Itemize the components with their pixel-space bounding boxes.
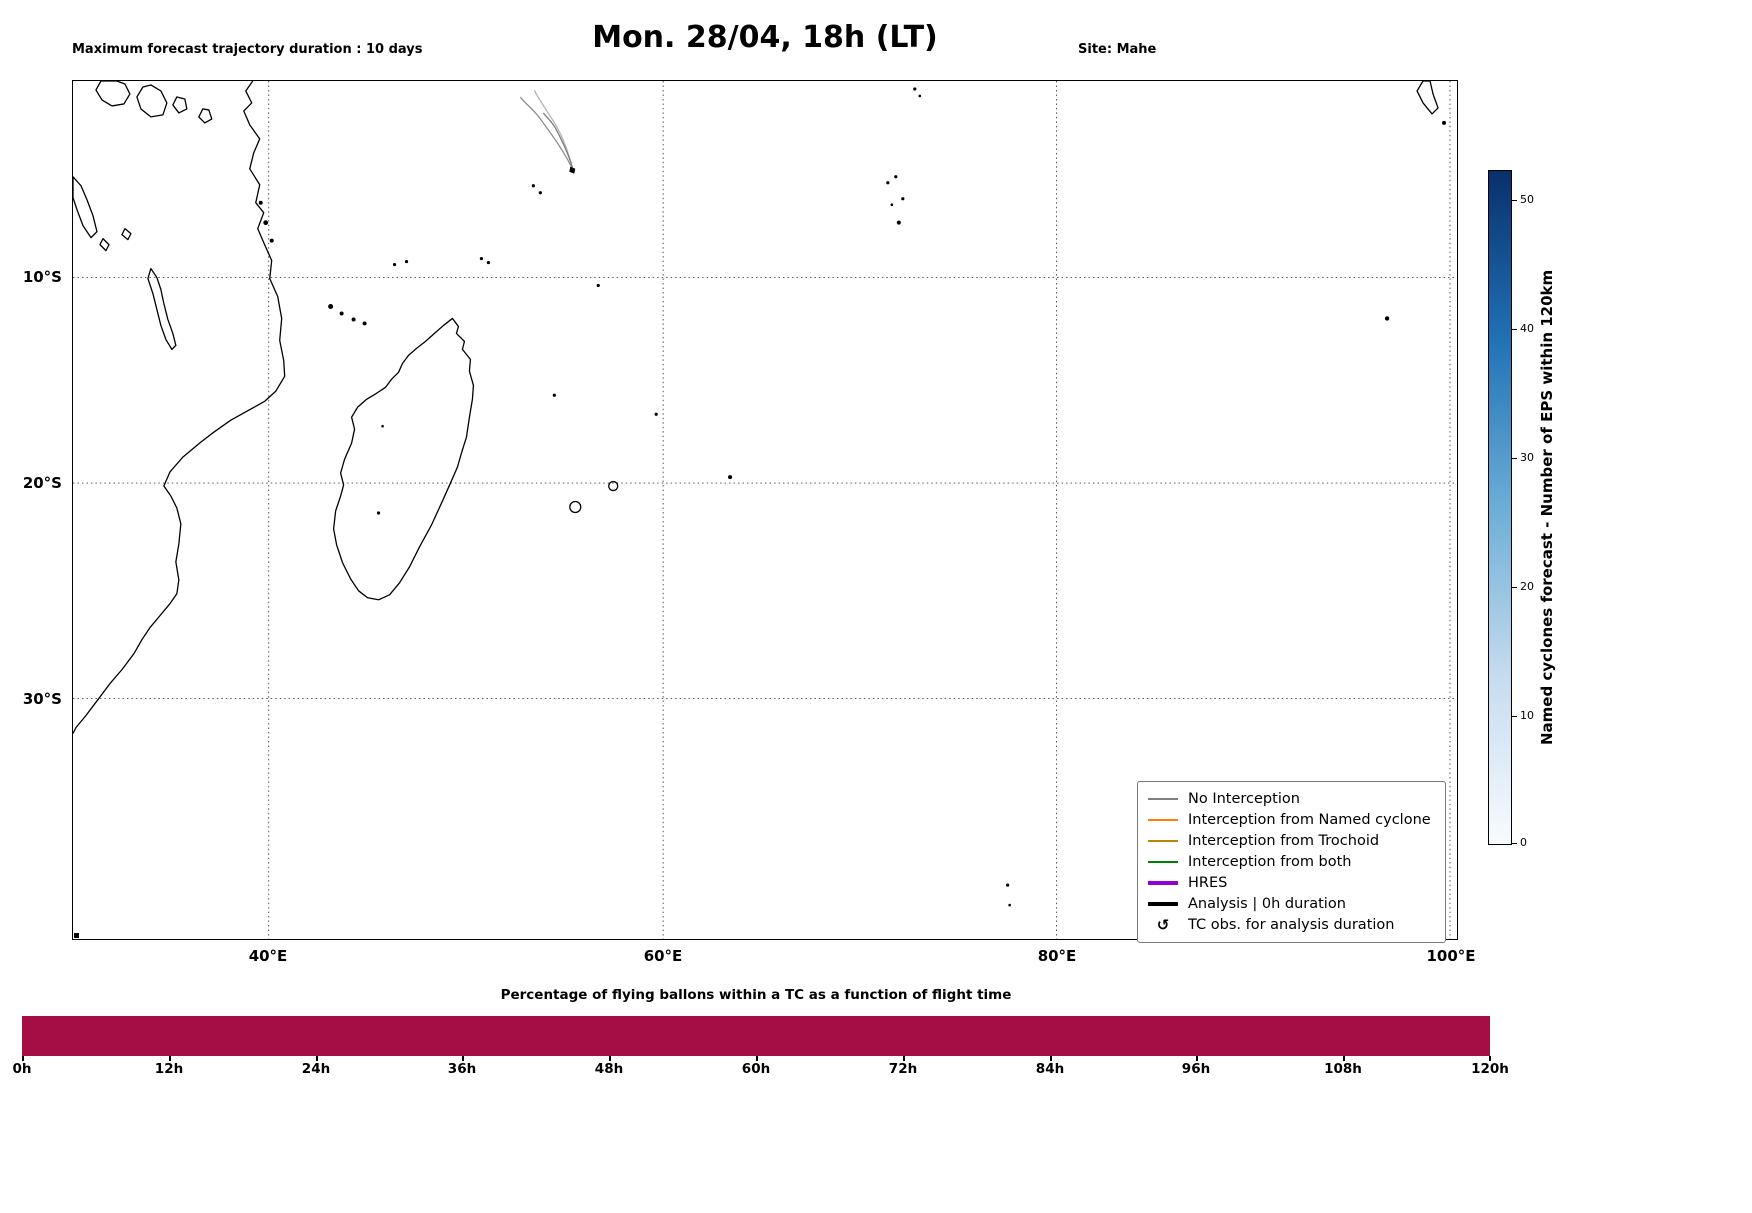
legend-label: Analysis | 0h duration xyxy=(1188,896,1346,912)
lake-blob-4 xyxy=(198,108,213,124)
bottom-tick-label: 108h xyxy=(1324,1061,1362,1077)
legend-label: TC obs. for analysis duration xyxy=(1188,917,1395,933)
legend-line-orange xyxy=(1148,819,1178,821)
bottom-tick xyxy=(169,1056,171,1061)
legend-line-purple xyxy=(1148,881,1178,885)
bottom-tick xyxy=(462,1056,464,1061)
tc-obs-icon: ↺ xyxy=(1156,915,1170,934)
lake-blob-3 xyxy=(172,96,188,114)
trajectories-no-interception xyxy=(519,89,574,172)
legend-label: Interception from Trochoid xyxy=(1188,833,1380,849)
coastlines xyxy=(73,81,1439,734)
bottom-chart-title: Percentage of flying ballons within a TC… xyxy=(500,987,1012,1003)
legend-item-no-interception: No Interception xyxy=(1148,789,1435,809)
bottom-chart-bar xyxy=(22,1016,1490,1056)
y-tick-20s: 20°S xyxy=(22,474,62,492)
legend-label: HRES xyxy=(1188,875,1228,891)
y-tick-10s: 10°S xyxy=(22,268,62,286)
legend-line-black xyxy=(1148,902,1178,906)
bottom-tick-label: 72h xyxy=(888,1061,918,1077)
coastline-sumatra xyxy=(1416,81,1439,115)
small-islands xyxy=(73,87,1447,939)
bottom-tick-label: 12h xyxy=(154,1061,184,1077)
bottom-tick xyxy=(22,1056,24,1061)
x-tick-80e: 80°E xyxy=(1037,947,1077,965)
map-svg xyxy=(73,81,1457,939)
island-mauritius xyxy=(608,480,619,492)
legend-label: Interception from both xyxy=(1188,854,1352,870)
colorbar-tick-label: 10 xyxy=(1520,709,1534,722)
figure-title: Mon. 28/04, 18h (LT) xyxy=(592,20,938,55)
legend-label: No Interception xyxy=(1188,791,1300,807)
lake-blob-2 xyxy=(136,84,168,118)
bottom-tick xyxy=(903,1056,905,1061)
colorbar-tick xyxy=(1512,587,1517,588)
bottom-tick-label: 0h xyxy=(12,1061,32,1077)
map-legend: No Interception Interception from Named … xyxy=(1137,781,1446,943)
lake-victoria xyxy=(95,81,131,107)
colorbar-tick xyxy=(1512,843,1517,844)
bottom-tick-label: 48h xyxy=(594,1061,624,1077)
colorbar-tick xyxy=(1512,329,1517,330)
colorbar-tick xyxy=(1512,716,1517,717)
colorbar-tick-label: 40 xyxy=(1520,322,1534,335)
bottom-tick-label: 84h xyxy=(1035,1061,1065,1077)
island-mahe xyxy=(569,166,576,174)
legend-line-gray xyxy=(1148,798,1178,800)
colorbar-tick xyxy=(1512,458,1517,459)
bottom-tick-label: 60h xyxy=(741,1061,771,1077)
legend-line-olive xyxy=(1148,840,1178,842)
lake-tanganyika xyxy=(73,176,98,239)
bottom-tick-label: 120h xyxy=(1471,1061,1509,1077)
island-reunion xyxy=(569,500,582,514)
x-tick-60e: 60°E xyxy=(643,947,683,965)
legend-line-green xyxy=(1148,861,1178,863)
header-left-line: Maximum forecast trajectory duration : 1… xyxy=(72,42,423,57)
bottom-tick xyxy=(1196,1056,1198,1061)
colorbar-tick-label: 0 xyxy=(1520,836,1527,849)
bottom-tick xyxy=(1343,1056,1345,1061)
grid-lines xyxy=(73,81,1457,939)
legend-item-analysis: Analysis | 0h duration xyxy=(1148,894,1435,914)
colorbar-gradient xyxy=(1488,170,1512,845)
legend-label: Interception from Named cyclone xyxy=(1188,812,1431,828)
bottom-tick xyxy=(316,1056,318,1061)
small-lake-1 xyxy=(99,237,110,252)
legend-item-named-cyclone: Interception from Named cyclone xyxy=(1148,810,1435,830)
bottom-tick-label: 24h xyxy=(301,1061,331,1077)
bottom-tick xyxy=(609,1056,611,1061)
lake-malawi xyxy=(147,267,177,351)
bottom-tick-label: 36h xyxy=(447,1061,477,1077)
x-tick-40e: 40°E xyxy=(248,947,288,965)
colorbar-tick-label: 30 xyxy=(1520,451,1534,464)
legend-item-trochoid: Interception from Trochoid xyxy=(1148,831,1435,851)
x-tick-100e: 100°E xyxy=(1426,947,1476,965)
colorbar-axis-label: Named cyclones forecast - Number of EPS … xyxy=(1538,269,1556,746)
coastline-madagascar xyxy=(332,317,475,601)
colorbar-tick-label: 20 xyxy=(1520,580,1534,593)
map-axes: No Interception Interception from Named … xyxy=(72,80,1458,943)
legend-item-tc-obs: ↺ TC obs. for analysis duration xyxy=(1148,915,1435,935)
bottom-tick xyxy=(1050,1056,1052,1061)
small-lake-2 xyxy=(121,228,132,241)
bottom-tick xyxy=(1489,1056,1491,1061)
colorbar-tick xyxy=(1512,200,1517,201)
header-right-line: Site: Mahe xyxy=(1078,42,1157,57)
colorbar-tick-label: 50 xyxy=(1520,193,1534,206)
bottom-tick xyxy=(756,1056,758,1061)
legend-item-hres: HRES xyxy=(1148,873,1435,893)
bottom-tick-label: 96h xyxy=(1181,1061,1211,1077)
coastline-africa xyxy=(73,81,286,734)
y-tick-30s: 30°S xyxy=(22,690,62,708)
legend-item-both: Interception from both xyxy=(1148,852,1435,872)
